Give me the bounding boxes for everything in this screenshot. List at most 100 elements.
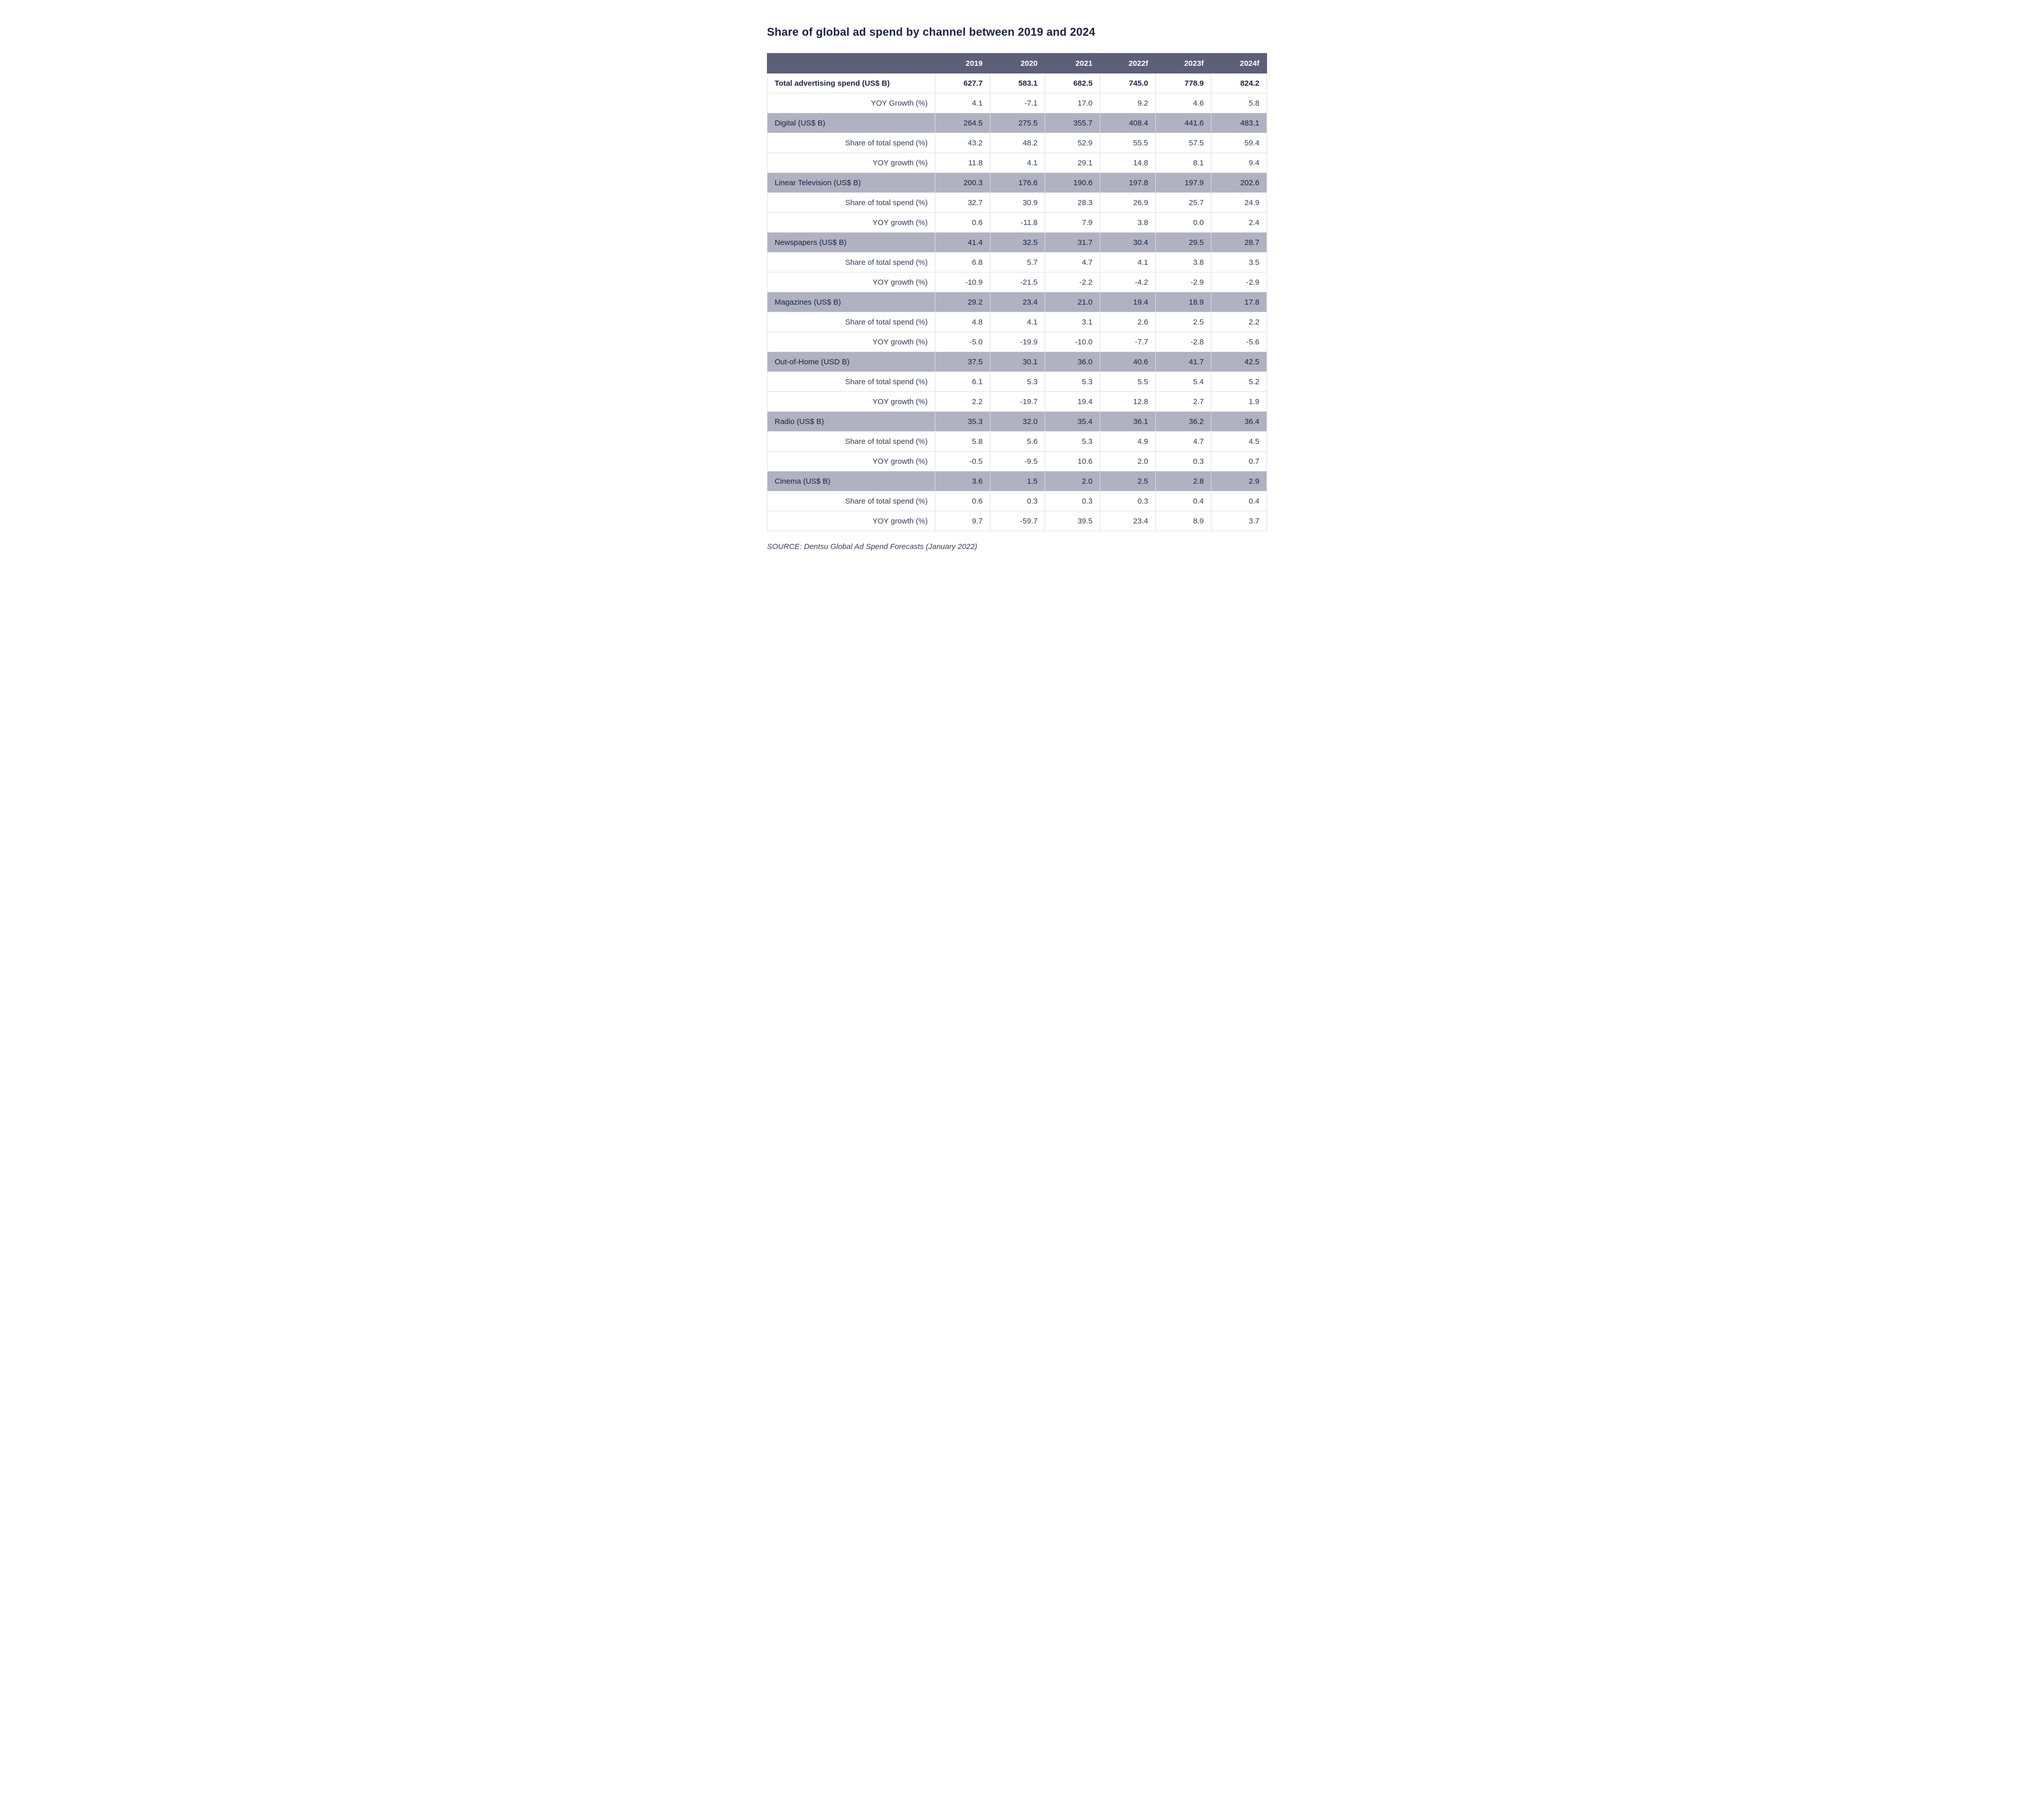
channel-row-value: 36.2 — [1155, 412, 1211, 432]
channel-yoy-row-value: 0.6 — [935, 213, 990, 233]
channel-yoy-row-value: -5.0 — [935, 332, 990, 352]
col-header-year: 2020 — [990, 54, 1045, 73]
channel-yoy-row-label: YOY growth (%) — [767, 452, 935, 471]
channel-yoy-row-value: 12.8 — [1100, 392, 1155, 412]
channel-yoy-row-value: -10.9 — [935, 272, 990, 292]
channel-share-row-value: 5.3 — [1045, 432, 1100, 452]
channel-yoy-row-value: -2.8 — [1155, 332, 1211, 352]
channel-row-value: 37.5 — [935, 352, 990, 372]
channel-row-value: 36.0 — [1045, 352, 1100, 372]
channel-yoy-row-value: -0.5 — [935, 452, 990, 471]
channel-share-row-value: 2.5 — [1155, 312, 1211, 332]
channel-row: Linear Television (US$ B)200.3176.6190.6… — [767, 173, 1267, 193]
total-spend-row-value: 583.1 — [990, 73, 1045, 93]
channel-row-value: 2.9 — [1211, 471, 1267, 491]
channel-yoy-row-value: 2.4 — [1211, 213, 1267, 233]
channel-yoy-row-value: -59.7 — [990, 511, 1045, 531]
channel-share-row-value: 0.3 — [1100, 491, 1155, 511]
ad-spend-table: 2019202020212022f2023f2024f Total advert… — [767, 53, 1267, 531]
channel-share-row-value: 4.1 — [1100, 253, 1155, 272]
channel-yoy-row: YOY growth (%)-5.0-19.9-10.0-7.7-2.8-5.6 — [767, 332, 1267, 352]
channel-share-row-label: Share of total spend (%) — [767, 133, 935, 153]
channel-yoy-row: YOY growth (%)9.7-59.739.523.48.93.7 — [767, 511, 1267, 531]
channel-share-row: Share of total spend (%)32.730.928.326.9… — [767, 193, 1267, 213]
channel-row-value: 202.6 — [1211, 173, 1267, 193]
channel-yoy-row-value: -9.5 — [990, 452, 1045, 471]
channel-share-row-value: 6.8 — [935, 253, 990, 272]
channel-row-value: 190.6 — [1045, 173, 1100, 193]
channel-yoy-row-value: 10.6 — [1045, 452, 1100, 471]
channel-row-value: 275.5 — [990, 113, 1045, 133]
channel-share-row-value: 48.2 — [990, 133, 1045, 153]
channel-yoy-row: YOY growth (%)-10.9-21.5-2.2-4.2-2.9-2.9 — [767, 272, 1267, 292]
channel-share-row-value: 28.3 — [1045, 193, 1100, 213]
channel-row-value: 29.5 — [1155, 233, 1211, 253]
channel-share-row-value: 5.4 — [1155, 372, 1211, 392]
channel-row-value: 32.0 — [990, 412, 1045, 432]
col-header-year: 2023f — [1155, 54, 1211, 73]
channel-yoy-row-value: 0.0 — [1155, 213, 1211, 233]
channel-share-row-value: 5.2 — [1211, 372, 1267, 392]
col-header-year: 2019 — [935, 54, 990, 73]
channel-yoy-row-value: 2.2 — [935, 392, 990, 412]
channel-yoy-row-value: 8.9 — [1155, 511, 1211, 531]
channel-yoy-row: YOY growth (%)11.84.129.114.88.19.4 — [767, 153, 1267, 173]
channel-row-value: 30.4 — [1100, 233, 1155, 253]
total-yoy-row-value: 9.2 — [1100, 93, 1155, 113]
channel-yoy-row-label: YOY growth (%) — [767, 332, 935, 352]
channel-yoy-row-value: 0.7 — [1211, 452, 1267, 471]
total-spend-row: Total advertising spend (US$ B)627.7583.… — [767, 73, 1267, 93]
channel-yoy-row-label: YOY growth (%) — [767, 511, 935, 531]
col-header-year: 2021 — [1045, 54, 1100, 73]
channel-share-row-value: 2.6 — [1100, 312, 1155, 332]
table-head: 2019202020212022f2023f2024f — [767, 54, 1267, 73]
channel-yoy-row-value: -19.9 — [990, 332, 1045, 352]
channel-share-row-value: 0.6 — [935, 491, 990, 511]
channel-share-row-value: 30.9 — [990, 193, 1045, 213]
channel-share-row-label: Share of total spend (%) — [767, 491, 935, 511]
channel-share-row: Share of total spend (%)43.248.252.955.5… — [767, 133, 1267, 153]
channel-share-row-value: 5.3 — [1045, 372, 1100, 392]
channel-row-value: 441.6 — [1155, 113, 1211, 133]
channel-share-row-value: 24.9 — [1211, 193, 1267, 213]
channel-share-row-label: Share of total spend (%) — [767, 312, 935, 332]
channel-yoy-row-value: 19.4 — [1045, 392, 1100, 412]
channel-row-value: 176.6 — [990, 173, 1045, 193]
channel-share-row-value: 43.2 — [935, 133, 990, 153]
channel-row: Out-of-Home (USD B)37.530.136.040.641.74… — [767, 352, 1267, 372]
channel-share-row-value: 2.2 — [1211, 312, 1267, 332]
channel-yoy-row-value: 3.7 — [1211, 511, 1267, 531]
channel-share-row-label: Share of total spend (%) — [767, 253, 935, 272]
channel-row-value: 29.2 — [935, 292, 990, 312]
channel-share-row-value: 4.8 — [935, 312, 990, 332]
channel-yoy-row-value: 2.0 — [1100, 452, 1155, 471]
total-yoy-row-value: 4.1 — [935, 93, 990, 113]
total-yoy-row-value: -7.1 — [990, 93, 1045, 113]
channel-row-value: 41.7 — [1155, 352, 1211, 372]
channel-yoy-row-value: 7.9 — [1045, 213, 1100, 233]
channel-row-value: 31.7 — [1045, 233, 1100, 253]
channel-yoy-row-label: YOY growth (%) — [767, 272, 935, 292]
channel-share-row-value: 4.7 — [1045, 253, 1100, 272]
channel-row-value: 42.5 — [1211, 352, 1267, 372]
channel-yoy-row-value: 11.8 — [935, 153, 990, 173]
channel-yoy-row-value: 9.7 — [935, 511, 990, 531]
channel-row-value: 30.1 — [990, 352, 1045, 372]
channel-row-value: 408.4 — [1100, 113, 1155, 133]
channel-row-label: Linear Television (US$ B) — [767, 173, 935, 193]
table-body: Total advertising spend (US$ B)627.7583.… — [767, 73, 1267, 531]
total-spend-row-value: 824.2 — [1211, 73, 1267, 93]
total-spend-row-value: 627.7 — [935, 73, 990, 93]
channel-row-value: 2.5 — [1100, 471, 1155, 491]
channel-row-value: 2.0 — [1045, 471, 1100, 491]
channel-share-row: Share of total spend (%)4.84.13.12.62.52… — [767, 312, 1267, 332]
total-spend-row-value: 778.9 — [1155, 73, 1211, 93]
channel-row-value: 23.4 — [990, 292, 1045, 312]
channel-yoy-row-value: -4.2 — [1100, 272, 1155, 292]
channel-yoy-row-label: YOY growth (%) — [767, 213, 935, 233]
channel-row-value: 2.8 — [1155, 471, 1211, 491]
channel-yoy-row-value: 3.8 — [1100, 213, 1155, 233]
channel-row-value: 41.4 — [935, 233, 990, 253]
channel-row-label: Digital (US$ B) — [767, 113, 935, 133]
channel-share-row-value: 6.1 — [935, 372, 990, 392]
